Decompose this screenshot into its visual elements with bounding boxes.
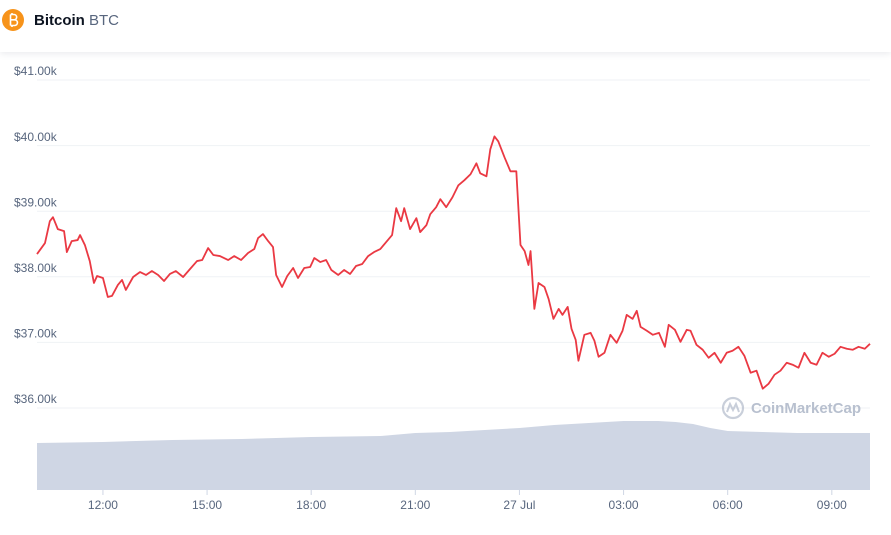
watermark-logo bbox=[721, 396, 745, 420]
coin-symbol: BTC bbox=[89, 12, 119, 29]
watermark: CoinMarketCap bbox=[751, 400, 861, 417]
plot: $36.00k $37.00k $38.00k $39.00k $40.00k $41.0… bbox=[14, 64, 871, 512]
x-tick-label: 21:00 bbox=[400, 498, 430, 512]
x-tick-label: 06:00 bbox=[713, 498, 743, 512]
volume-area bbox=[37, 421, 870, 490]
x-tick-label: 15:00 bbox=[192, 498, 222, 512]
y-tick-label: $38.00k bbox=[14, 261, 58, 275]
header: Bitcoin BTC bbox=[0, 0, 891, 52]
x-tick-label: 27 Jul bbox=[503, 498, 535, 512]
coin-logo bbox=[2, 9, 24, 31]
y-tick-label: $40.00k bbox=[14, 130, 58, 144]
x-tick-label: 18:00 bbox=[296, 498, 326, 512]
coin-name: Bitcoin bbox=[34, 12, 85, 29]
price-line bbox=[36, 135, 871, 390]
x-tick-label: 09:00 bbox=[817, 498, 847, 512]
x-tick-label: 12:00 bbox=[88, 498, 118, 512]
y-tick-label: $37.00k bbox=[14, 327, 58, 341]
y-tick-label: $39.00k bbox=[14, 195, 58, 209]
y-tick-label: $36.00k bbox=[14, 392, 58, 406]
y-tick-label: $41.00k bbox=[14, 64, 58, 78]
x-tick-label: 03:00 bbox=[609, 498, 639, 512]
